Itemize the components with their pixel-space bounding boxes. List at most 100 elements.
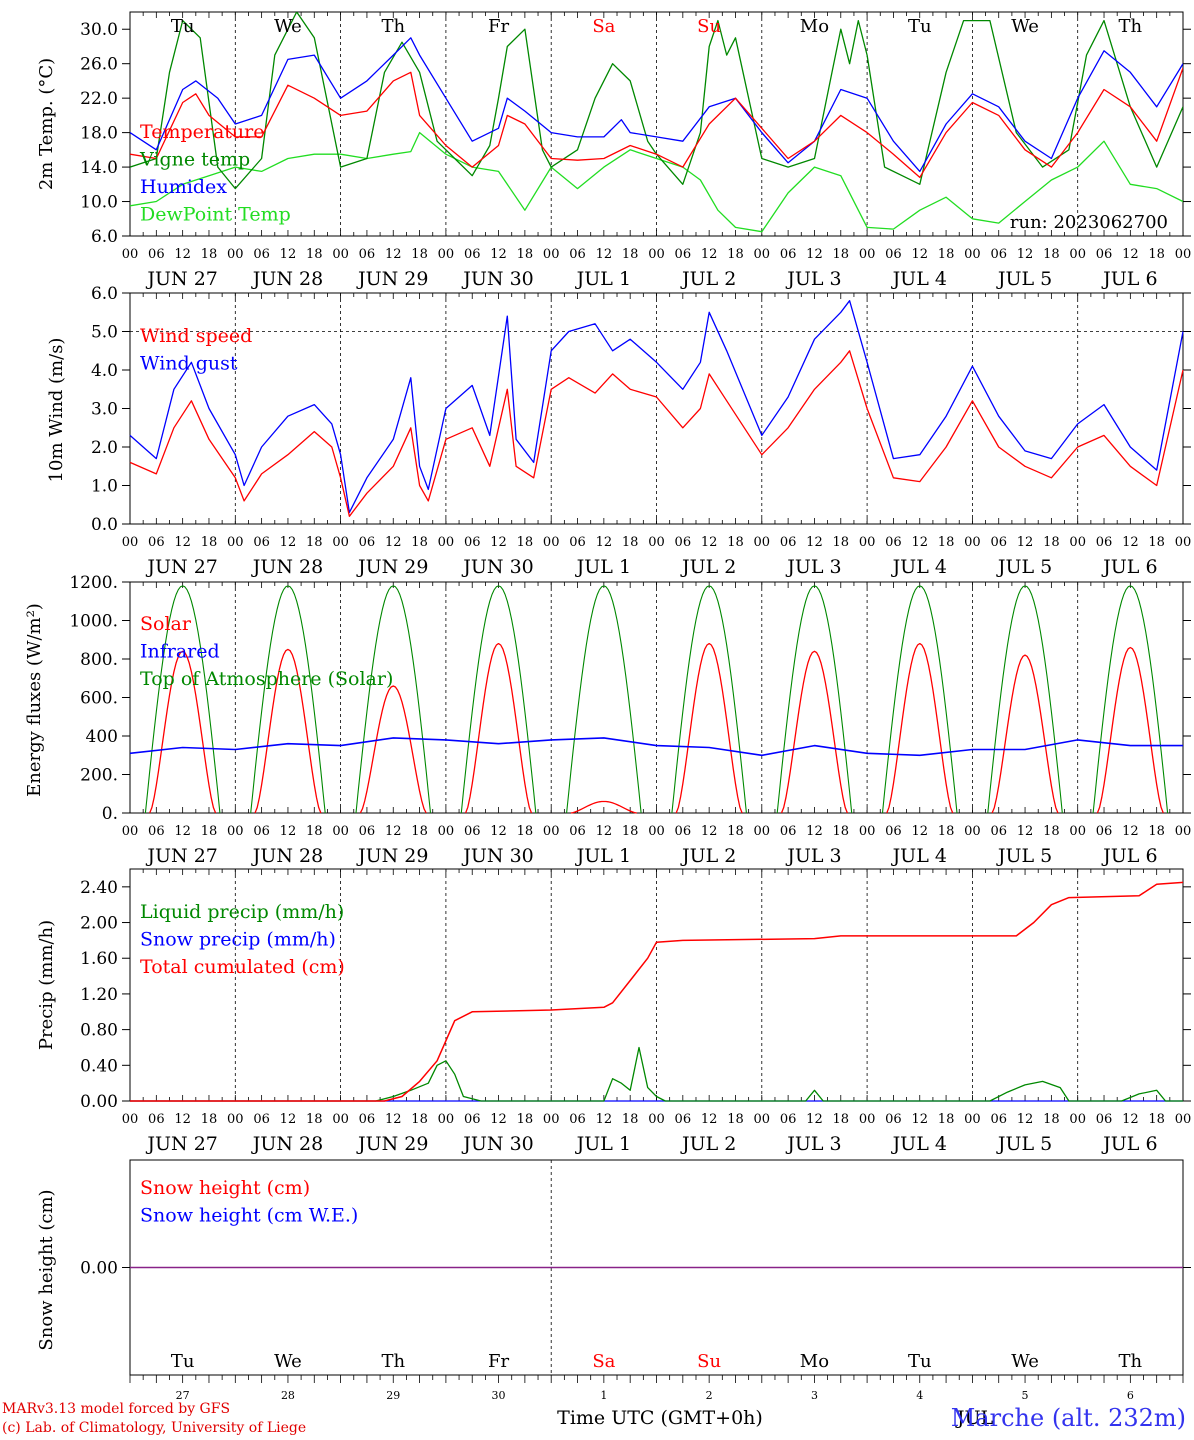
- hour-tick-label: 12: [596, 535, 613, 550]
- hour-tick-label: 18: [833, 535, 850, 550]
- hour-tick-label: 12: [911, 824, 928, 839]
- hour-tick-label: 00: [438, 247, 455, 262]
- hour-tick-label: 00: [122, 535, 139, 550]
- date-label: JUL 5: [996, 556, 1052, 578]
- panel-2: 0.0 1.0 2.0 3.0 4.0 5.0 6.0 10m Wind (m/s) Wind …: [46, 284, 1191, 578]
- toa-curve: [144, 585, 221, 814]
- hour-tick-label: 12: [1122, 1112, 1139, 1127]
- panel-3: 0. 200. 400 600. 800. 1000. 1200. Energy fluxes…: [24, 573, 1191, 867]
- y-tick-label: 1.60: [80, 949, 118, 969]
- legend-entry: Humidex: [140, 176, 227, 198]
- toa-curve: [671, 585, 747, 814]
- hour-tick-label: 18: [622, 247, 639, 262]
- weekday-label: Mo: [800, 16, 829, 37]
- date-label: JUL 2: [680, 556, 736, 578]
- toa-curve: [987, 585, 1063, 814]
- hour-tick-label: 12: [806, 1112, 823, 1127]
- date-label: JUN 28: [251, 268, 323, 290]
- hour-tick-label: 12: [1017, 824, 1034, 839]
- hour-tick-label: 00: [648, 247, 665, 262]
- hour-tick-label: 12: [490, 247, 507, 262]
- series-line-3: [130, 131, 1183, 233]
- hour-tick-label: 00: [122, 247, 139, 262]
- date-label: JUL 6: [1101, 556, 1157, 578]
- hour-tick-label: 12: [174, 535, 191, 550]
- solar-curve: [675, 642, 743, 814]
- hour-tick-label: 18: [411, 1112, 428, 1127]
- hour-tick-label: 18: [727, 535, 744, 550]
- hour-tick-label: 12: [280, 535, 297, 550]
- y-tick-label: 6.0: [91, 227, 118, 247]
- hour-tick-label: 06: [780, 535, 797, 550]
- weekday-label: Th: [1119, 16, 1143, 37]
- hour-tick-label: 06: [148, 535, 165, 550]
- date-label: JUN 27: [145, 845, 217, 867]
- weekday-label: Mo: [800, 1351, 829, 1372]
- date-label: JUL 4: [891, 268, 947, 290]
- weekday-label: Sa: [592, 16, 615, 37]
- weekday-label: We: [1011, 16, 1039, 37]
- toa-curve: [776, 585, 853, 814]
- hour-tick-label: 06: [990, 1112, 1007, 1127]
- hour-tick-label: 00: [648, 824, 665, 839]
- legend-entry: Top of Atmosphere (Solar): [140, 668, 393, 690]
- day-number-label: 6: [1127, 1389, 1134, 1402]
- series-line-infrared: [129, 737, 1183, 757]
- solar-curve: [886, 642, 954, 814]
- hour-tick-label: 06: [1096, 535, 1113, 550]
- hour-tick-label: 06: [464, 247, 481, 262]
- hour-tick-label: 06: [675, 535, 692, 550]
- legend-entry: Wind gust: [140, 353, 238, 375]
- y-tick-label: 1.20: [80, 985, 118, 1005]
- day-number-label: 28: [281, 1389, 295, 1402]
- hour-tick-label: 00: [227, 535, 244, 550]
- weekday-label: Th: [381, 1351, 405, 1372]
- y-tick-label: 0.00: [80, 1259, 118, 1279]
- hour-tick-label: 00: [332, 535, 349, 550]
- hour-tick-label: 18: [727, 1112, 744, 1127]
- date-label: JUN 27: [145, 1133, 217, 1155]
- hour-tick-label: 00: [1069, 535, 1086, 550]
- date-label: JUL 1: [575, 1133, 631, 1155]
- hour-tick-label: 06: [253, 1112, 270, 1127]
- y-tick-label: 0.40: [80, 1056, 118, 1076]
- y-tick-label: 1200.: [69, 573, 118, 593]
- y-tick-label: 1000.: [69, 612, 118, 632]
- hour-tick-label: 12: [174, 1112, 191, 1127]
- day-number-label: 2: [706, 1389, 713, 1402]
- hour-tick-label: 06: [359, 1112, 376, 1127]
- hour-tick-label: 06: [1096, 247, 1113, 262]
- date-label: JUL 5: [996, 1133, 1052, 1155]
- weekday-label: Tu: [171, 16, 195, 37]
- hour-tick-label: 18: [1148, 247, 1165, 262]
- date-label: JUN 30: [461, 556, 533, 578]
- hour-tick-label: 12: [385, 247, 402, 262]
- hour-tick-label: 18: [306, 824, 323, 839]
- hour-tick-label: 12: [385, 824, 402, 839]
- y-tick-label: 2.0: [91, 438, 118, 458]
- date-label: JUL 1: [575, 268, 631, 290]
- hour-tick-label: 00: [1175, 824, 1192, 839]
- hour-tick-label: 18: [938, 535, 955, 550]
- hour-tick-label: 18: [727, 824, 744, 839]
- y-tick-label: 0.00: [80, 1092, 118, 1112]
- hour-tick-label: 12: [701, 535, 718, 550]
- date-label: JUN 28: [251, 556, 323, 578]
- hour-tick-label: 18: [1043, 535, 1060, 550]
- hour-tick-label: 06: [569, 1112, 586, 1127]
- hour-tick-label: 00: [754, 535, 771, 550]
- hour-tick-label: 00: [227, 824, 244, 839]
- credit-model: MARv3.13 model forced by GFS: [2, 1401, 231, 1417]
- y-tick-label: 18.0: [80, 124, 118, 144]
- hour-tick-label: 00: [332, 1112, 349, 1127]
- hour-tick-label: 12: [490, 535, 507, 550]
- hour-tick-label: 06: [253, 247, 270, 262]
- date-label: JUN 27: [145, 268, 217, 290]
- y-tick-label: 30.0: [80, 20, 118, 40]
- hour-tick-label: 00: [438, 824, 455, 839]
- hour-tick-label: 00: [227, 1112, 244, 1127]
- solar-curve: [254, 648, 322, 814]
- hour-tick-label: 06: [1096, 1112, 1113, 1127]
- day-number-label: 27: [176, 1389, 190, 1402]
- hour-tick-label: 00: [964, 247, 981, 262]
